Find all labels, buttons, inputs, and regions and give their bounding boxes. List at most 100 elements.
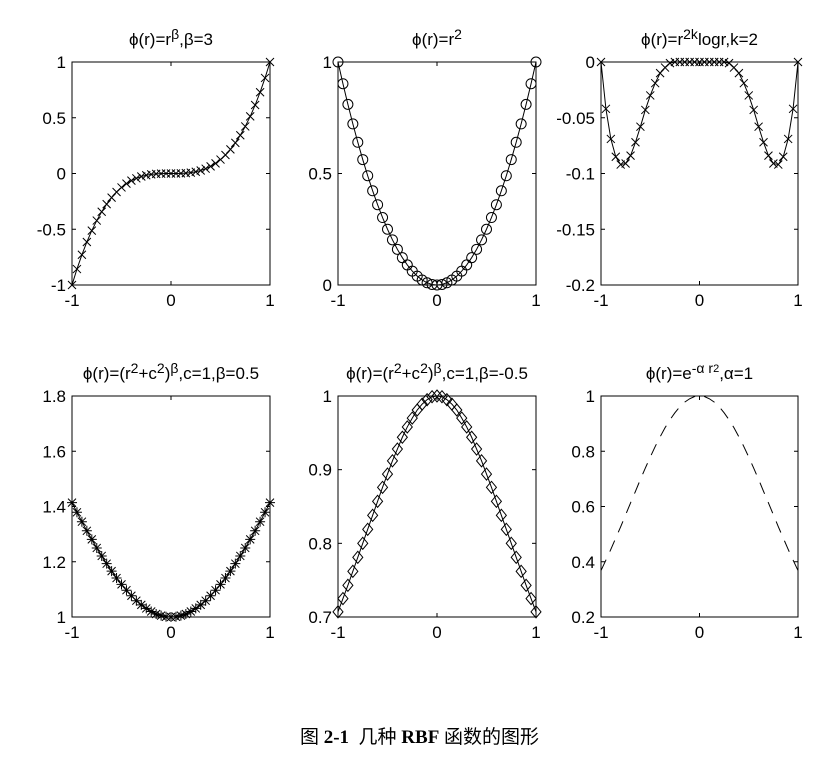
y-tick-label: 1 [323, 53, 332, 72]
subplot-title: ϕ(r)=(r2+c2)β,c=1,β=-0.5 [346, 360, 528, 383]
data-point [366, 508, 379, 523]
data-point [744, 91, 754, 100]
subplot-title: ϕ(r)=e-α r2,α=1 [646, 360, 753, 383]
data-point [764, 151, 773, 161]
x-tick-label: -1 [330, 623, 345, 642]
data-point [220, 573, 231, 584]
data-point [226, 145, 235, 154]
data-point [211, 159, 220, 168]
data-point [426, 389, 438, 404]
data-point [260, 507, 271, 518]
y-tick-label: 1 [57, 608, 66, 627]
y-tick-label: 0.2 [571, 608, 595, 627]
data-point [170, 611, 181, 622]
data-point [520, 98, 532, 110]
data-point [91, 542, 102, 553]
x-tick-label: 0 [166, 291, 175, 310]
data-point [67, 280, 77, 290]
data-point [515, 564, 527, 579]
data-point [101, 558, 112, 569]
subplot-3: -1 0 1 -0.2 -0.15 -0.1 -0.05 0 ϕ(r)=r2klogr,k=2 [556, 26, 802, 310]
data-point [265, 57, 275, 67]
data-point [626, 151, 635, 161]
data-point [126, 590, 137, 601]
y-tick-label: 1 [586, 387, 595, 406]
y-tick-label: -0.15 [556, 220, 595, 239]
data-point [106, 566, 117, 577]
data-point [475, 454, 488, 468]
data-point [67, 497, 77, 508]
data-point [342, 578, 354, 593]
y-tick-label: 1 [323, 387, 332, 406]
caption-text-before: 几种 [349, 727, 402, 748]
data-point [92, 216, 102, 225]
data-point [451, 403, 463, 417]
data-point [436, 389, 448, 404]
data-point [461, 420, 473, 434]
data-point [401, 420, 413, 434]
data-point [230, 558, 241, 569]
plot-frame [337, 61, 537, 286]
data-point [342, 98, 354, 110]
data-point [500, 522, 512, 537]
data-point [773, 160, 783, 169]
data-point [466, 252, 478, 264]
data-point [382, 223, 393, 235]
data-point [362, 522, 374, 537]
y-tick-label: -0.05 [556, 109, 595, 128]
data-point [510, 136, 522, 148]
data-point [196, 166, 206, 175]
x-tick-label: 0 [432, 291, 441, 310]
x-tick-label: 0 [695, 623, 704, 642]
data-point [396, 430, 409, 445]
data-point [515, 118, 527, 130]
subplot-1: -1 0 1 -1 -0.5 0 0.5 1 ϕ(r)=rβ,β=3 [37, 26, 275, 310]
data-point [245, 534, 256, 545]
x-tick-label: -1 [64, 291, 79, 310]
data-point [406, 411, 418, 425]
data-point [485, 212, 497, 224]
data-point [265, 497, 275, 508]
data-point [778, 152, 788, 162]
data-point [102, 199, 112, 209]
x-tick-label: 1 [793, 623, 802, 642]
data-point [650, 78, 660, 88]
x-tick-label: 0 [432, 623, 441, 642]
data-point [127, 176, 136, 185]
data-point [180, 608, 191, 619]
data-point [240, 122, 250, 131]
data-point [215, 579, 226, 590]
data-point [788, 104, 798, 114]
data-point [185, 606, 196, 617]
x-tick-label: -1 [593, 623, 608, 642]
data-point [480, 467, 493, 481]
data-point [117, 183, 126, 192]
data-point [225, 566, 236, 577]
data-point [465, 430, 478, 445]
y-tick-label: 0.5 [42, 109, 66, 128]
y-tick-label: -0.5 [37, 220, 66, 239]
data-point [734, 68, 744, 78]
subplot-title: ϕ(r)=(r2+c2)β,c=1,β=0.5 [83, 360, 259, 383]
data-point [352, 136, 364, 148]
data-point [476, 234, 488, 246]
data-point [260, 73, 270, 83]
data-point [131, 173, 141, 183]
data-point [490, 199, 502, 211]
data-point [530, 605, 542, 619]
y-tick-label: 1.4 [42, 498, 66, 517]
data-point [156, 610, 167, 621]
data-point [250, 525, 261, 536]
data-point [376, 480, 389, 495]
x-tick-label: 1 [531, 291, 540, 310]
y-tick-label: 0.8 [308, 534, 332, 553]
data-point [645, 91, 655, 100]
data-point [611, 152, 621, 162]
y-tick-label: 0.8 [571, 442, 595, 461]
y-tick-label: 0 [586, 53, 595, 72]
data-point [386, 234, 398, 246]
data-point [175, 610, 186, 621]
plot-frame [600, 395, 799, 618]
data-point [81, 525, 92, 536]
data-point [601, 104, 611, 114]
